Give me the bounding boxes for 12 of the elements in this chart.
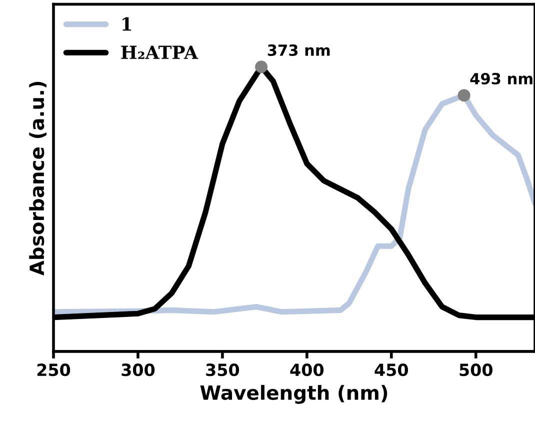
x-tick-label: 500 (460, 364, 492, 376)
x-tick-label: 300 (122, 364, 155, 376)
x-tick-label: 350 (206, 364, 240, 376)
x-tick-label: 450 (374, 364, 408, 376)
annotation: 373 nm (268, 44, 330, 56)
y-axis-title: Absorbance (a.u.) (29, 82, 46, 276)
legend-label: 1 (122, 17, 132, 31)
x-tick-label: 250 (37, 364, 70, 376)
x-axis-title: Wavelength (nm) (200, 384, 388, 404)
legend-label: H₂ATPA (121, 46, 198, 59)
annotation: 493 nm (470, 72, 532, 84)
x-tick-label: 400 (290, 364, 324, 376)
